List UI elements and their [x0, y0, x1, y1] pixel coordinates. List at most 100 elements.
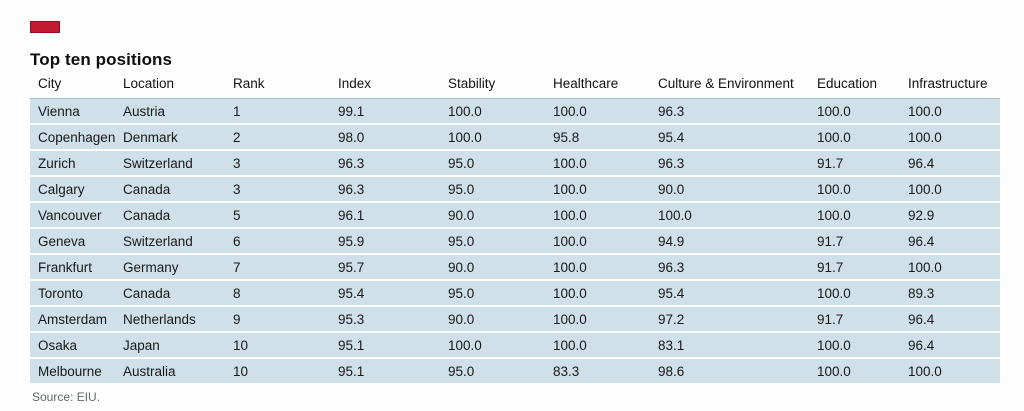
- table-cell: 6: [225, 229, 330, 253]
- table-row: Geneva Switzerland 6 95.9 95.0 100.0 94.9 91.7 9…: [30, 229, 1000, 253]
- table-row: Calgary Canada 3 96.3 95.0 100.0 90.0 100.0 100.…: [30, 177, 1000, 201]
- table-cell: 95.3: [330, 307, 440, 331]
- table-cell: 100.0: [545, 177, 650, 201]
- table-cell: 96.4: [900, 307, 1000, 331]
- table-cell: 89.3: [900, 281, 1000, 305]
- table-cell: 2: [225, 125, 330, 149]
- table-cell: 91.7: [809, 307, 900, 331]
- table-cell: 100.0: [900, 98, 1000, 123]
- table-cell: 95.9: [330, 229, 440, 253]
- table-cell: 95.0: [440, 151, 545, 175]
- table-row: Vienna Austria 1 99.1 100.0 100.0 96.3 100.0 100…: [30, 98, 1000, 123]
- table-cell: 94.9: [650, 229, 809, 253]
- table-cell: Australia: [115, 359, 225, 383]
- table-cell: 100.0: [440, 125, 545, 149]
- table-cell: Switzerland: [115, 229, 225, 253]
- table-cell: 100.0: [809, 359, 900, 383]
- figure-title: Top ten positions: [30, 50, 173, 69]
- table-cell: 90.0: [650, 177, 809, 201]
- table-cell: 95.4: [650, 125, 809, 149]
- table-cell: 100.0: [440, 333, 545, 357]
- table-cell: 96.3: [330, 177, 440, 201]
- table-cell: 3: [225, 177, 330, 201]
- table-cell: 96.4: [900, 229, 1000, 253]
- table-cell: 95.1: [330, 359, 440, 383]
- column-header: Location: [123, 76, 175, 91]
- table-cell: 96.3: [650, 98, 809, 123]
- top-ten-table: City Location Rank Index Stability Healthcare…: [30, 74, 1000, 385]
- brand-tag: [30, 21, 60, 33]
- table-cell: Netherlands: [115, 307, 225, 331]
- table-cell: Copenhagen: [30, 125, 115, 149]
- table-cell: 95.7: [330, 255, 440, 279]
- table-cell: 100.0: [545, 333, 650, 357]
- table-cell: 91.7: [809, 229, 900, 253]
- table-row: Melbourne Australia 10 95.1 95.0 83.3 98.6 100.…: [30, 359, 1000, 383]
- table-cell: 99.1: [330, 98, 440, 123]
- table-cell: Calgary: [30, 177, 115, 201]
- table-cell: 100.0: [650, 203, 809, 227]
- table-cell: Geneva: [30, 229, 115, 253]
- table-cell: Canada: [115, 281, 225, 305]
- table-cell: 100.0: [900, 359, 1000, 383]
- table-cell: Amsterdam: [30, 307, 115, 331]
- table-cell: 95.4: [330, 281, 440, 305]
- table-cell: 100.0: [545, 281, 650, 305]
- table-cell: 95.0: [440, 359, 545, 383]
- table-cell: 95.0: [440, 281, 545, 305]
- column-header: Rank: [233, 76, 265, 91]
- table-cell: 100.0: [900, 177, 1000, 201]
- table-cell: Japan: [115, 333, 225, 357]
- table-row: Copenhagen Denmark 2 98.0 100.0 95.8 95.4 100.0…: [30, 125, 1000, 149]
- table-cell: 83.3: [545, 359, 650, 383]
- table-cell: 95.4: [650, 281, 809, 305]
- table-cell: Canada: [115, 203, 225, 227]
- table-header-row: City Location Rank Index Stability Healthcare…: [30, 76, 1000, 96]
- table-cell: 100.0: [809, 177, 900, 201]
- table-cell: 96.4: [900, 151, 1000, 175]
- table-cell: 5: [225, 203, 330, 227]
- table-cell: Germany: [115, 255, 225, 279]
- table-cell: 95.0: [440, 177, 545, 201]
- table-cell: 96.1: [330, 203, 440, 227]
- table-cell: 95.1: [330, 333, 440, 357]
- table-cell: Canada: [115, 177, 225, 201]
- table-cell: Vienna: [30, 98, 115, 123]
- table-cell: 100.0: [809, 98, 900, 123]
- table-cell: 100.0: [809, 333, 900, 357]
- table-cell: 91.7: [809, 151, 900, 175]
- table-cell: 96.3: [650, 255, 809, 279]
- table-cell: 7: [225, 255, 330, 279]
- table-cell: 100.0: [545, 151, 650, 175]
- table-cell: Frankfurt: [30, 255, 115, 279]
- table-cell: 100.0: [900, 255, 1000, 279]
- source-note: Source: EIU.: [32, 390, 101, 404]
- table-cell: 100.0: [545, 255, 650, 279]
- table-cell: Denmark: [115, 125, 225, 149]
- column-header: Index: [338, 76, 372, 91]
- column-header: Healthcare: [553, 76, 619, 91]
- table-cell: 100.0: [809, 203, 900, 227]
- column-header: Infrastructure: [908, 76, 988, 91]
- table-row: Frankfurt Germany 7 95.7 90.0 100.0 96.3 91.7 10…: [30, 255, 1000, 279]
- table-cell: 90.0: [440, 255, 545, 279]
- table-row: Vancouver Canada 5 96.1 90.0 100.0 100.0 100.0 9…: [30, 203, 1000, 227]
- table-row: Zurich Switzerland 3 96.3 95.0 100.0 96.3 91.7 9…: [30, 151, 1000, 175]
- table-cell: 90.0: [440, 307, 545, 331]
- table-cell: 98.0: [330, 125, 440, 149]
- column-header: Stability: [448, 76, 496, 91]
- table-cell: 10: [225, 359, 330, 383]
- table-cell: Toronto: [30, 281, 115, 305]
- table-row: Toronto Canada 8 95.4 95.0 100.0 95.4 100.0 89.3: [30, 281, 1000, 305]
- table-cell: 100.0: [900, 125, 1000, 149]
- table-cell: Zurich: [30, 151, 115, 175]
- table-cell: 100.0: [545, 98, 650, 123]
- table-cell: 92.9: [900, 203, 1000, 227]
- table-cell: 100.0: [440, 98, 545, 123]
- table-cell: 90.0: [440, 203, 545, 227]
- table-cell: 96.3: [330, 151, 440, 175]
- column-header: Culture & Environment: [658, 76, 794, 91]
- table-cell: 96.3: [650, 151, 809, 175]
- table-cell: 10: [225, 333, 330, 357]
